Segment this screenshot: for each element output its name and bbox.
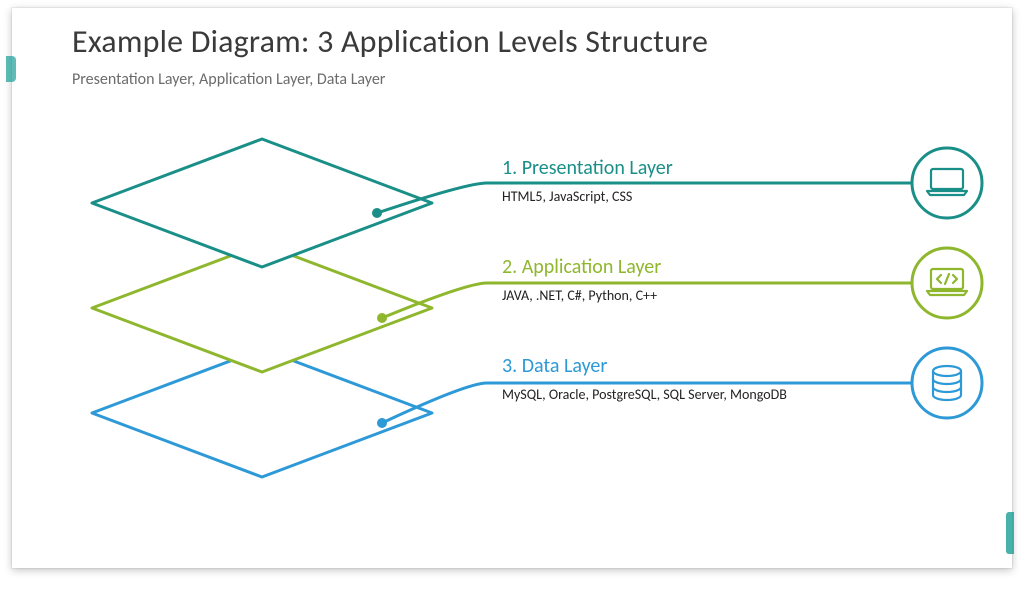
laptop-icon [927,169,967,195]
data-icon-circle [912,348,982,418]
connector-dot-presentation [372,208,382,218]
rhombus-application [92,244,432,372]
page-title: Example Diagram: 3 Application Levels St… [72,22,708,61]
code-laptop-icon [927,269,967,295]
layer-desc: JAVA, .NET, C#, Python, C++ [502,287,892,305]
layer-data-text: 3. Data Layer MySQL, Oracle, PostgreSQL,… [502,354,892,404]
rhombus-presentation [92,139,432,267]
layer-desc: MySQL, Oracle, PostgreSQL, SQL Server, M… [502,386,892,404]
application-icon-circle [912,248,982,318]
layer-desc: HTML5, JavaScript, CSS [502,188,892,206]
presentation-icon-circle [912,148,982,218]
layer-presentation-text: 1. Presentation Layer HTML5, JavaScript,… [502,156,892,206]
slide: Example Diagram: 3 Application Levels St… [12,8,1012,568]
page-subtitle: Presentation Layer, Application Layer, D… [72,70,385,89]
connector-dot-data [377,418,387,428]
rhombus-data [92,349,432,477]
connector-dot-application [377,313,387,323]
layer-application-text: 2. Application Layer JAVA, .NET, C#, Pyt… [502,255,892,305]
layer-title: 1. Presentation Layer [502,156,892,180]
layer-title: 3. Data Layer [502,354,892,378]
database-icon [933,366,961,400]
layer-title: 2. Application Layer [502,255,892,279]
accent-tab-right [1006,512,1014,554]
accent-tab-left [6,56,16,82]
